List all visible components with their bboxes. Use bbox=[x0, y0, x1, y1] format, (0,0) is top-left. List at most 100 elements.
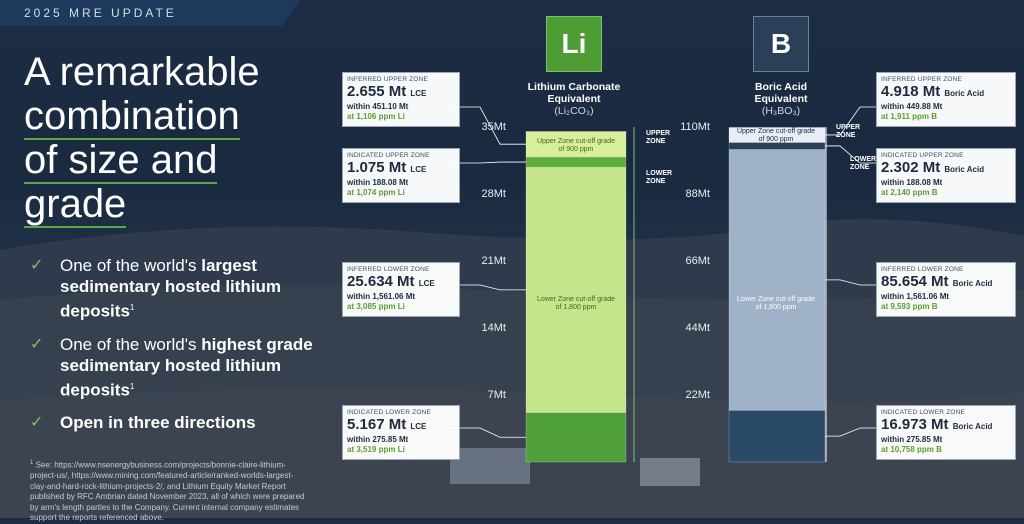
callout-within: within 188.08 Mt bbox=[347, 178, 409, 187]
callout-grade: at 10,758 ppm B bbox=[881, 445, 942, 454]
b-upper-zone-label: UPPER ZONE bbox=[836, 124, 861, 139]
b-y-tick: 44Mt bbox=[685, 322, 710, 334]
callout-grade: at 3,085 ppm Li bbox=[347, 302, 405, 311]
callout-grade: at 1,106 ppm Li bbox=[347, 112, 405, 121]
footnote-text: See: https://www.nsenergybusiness.com/pr… bbox=[30, 460, 305, 523]
callout-grade: at 1,911 ppm B bbox=[881, 112, 938, 121]
page-title: A remarkable combination of size and gra… bbox=[24, 50, 324, 228]
callout-value: 2.302 Mt bbox=[881, 159, 941, 176]
title-line-1: A remarkable bbox=[24, 50, 260, 94]
callout-value: 5.167 Mt bbox=[347, 416, 407, 433]
callout-within: within 451.10 Mt bbox=[347, 102, 409, 111]
callout-value: 85.654 Mt bbox=[881, 273, 949, 290]
b-upper-cutoff: Upper Zone cut-off grade of 900 ppm bbox=[736, 128, 816, 143]
b-callout-inferred-lower: INFERRED LOWER ZONE 85.654 Mt Boric Acid… bbox=[876, 262, 1016, 317]
footnote-ref: 1 bbox=[129, 381, 135, 391]
li-y-tick: 21Mt bbox=[481, 255, 506, 267]
callout-value: 16.973 Mt bbox=[881, 416, 949, 433]
callout-title: INFERRED UPPER ZONE bbox=[347, 76, 429, 83]
callout-within: within 1,561.06 Mt bbox=[881, 292, 950, 301]
li-y-tick: 35Mt bbox=[481, 121, 506, 133]
callout-grade: at 3,519 ppm Li bbox=[347, 445, 405, 454]
li-callout-inferred-lower: INFERRED LOWER ZONE 25.634 Mt LCE within… bbox=[342, 262, 460, 317]
b-chart-title: Boric Acid Equivalent (H₃BO₃) bbox=[738, 81, 824, 117]
bullet-text: One of the world's bbox=[60, 256, 202, 275]
callout-unit: Boric Acid bbox=[944, 165, 985, 174]
b-lower-zone-label: LOWER ZONE bbox=[850, 156, 877, 171]
callout-within: within 449.88 Mt bbox=[881, 102, 943, 111]
callout-title: INDICATED UPPER ZONE bbox=[347, 152, 430, 159]
callout-unit: LCE bbox=[410, 89, 427, 98]
callout-value: 25.634 Mt bbox=[347, 273, 415, 290]
li-y-tick: 14Mt bbox=[481, 322, 506, 334]
b-subtitle: (H₃BO₃) bbox=[761, 105, 801, 117]
bullet-item: ✓ One of the world's largest sedimentary… bbox=[30, 255, 320, 322]
check-icon: ✓ bbox=[30, 335, 44, 353]
title-line-4: grade bbox=[24, 182, 127, 228]
b-callout-indicated-lower: INDICATED LOWER ZONE 16.973 Mt Boric Aci… bbox=[876, 405, 1016, 460]
footnote: 1 See: https://www.nsenergybusiness.com/… bbox=[30, 458, 310, 524]
header-label: 2025 MRE UPDATE bbox=[24, 6, 177, 20]
li-title-text: Lithium Carbonate Equivalent bbox=[527, 81, 621, 105]
callout-title: INFERRED LOWER ZONE bbox=[881, 266, 964, 273]
callout-value: 4.918 Mt bbox=[881, 83, 941, 100]
footnote-ref: 1 bbox=[129, 303, 135, 312]
title-line-2: combination bbox=[24, 94, 240, 140]
lithium-element-icon: Li bbox=[546, 16, 602, 72]
li-subtitle: (Li₂CO₃) bbox=[554, 105, 594, 117]
b-lower-cutoff: Lower Zone cut-off grade of 1,800 ppm bbox=[736, 296, 816, 311]
bullet-list: ✓ One of the world's largest sedimentary… bbox=[30, 255, 320, 445]
callout-unit: LCE bbox=[418, 279, 435, 288]
li-y-tick: 28Mt bbox=[481, 188, 506, 200]
callout-within: within 275.85 Mt bbox=[881, 435, 943, 444]
callout-title: INDICATED LOWER ZONE bbox=[347, 409, 432, 416]
li-lower-cutoff: Lower Zone cut-off grade of 1,800 ppm bbox=[536, 296, 616, 311]
b-y-tick: 110Mt bbox=[680, 121, 710, 133]
callout-within: within 188.08 Mt bbox=[881, 178, 943, 187]
li-callout-indicated-upper: INDICATED UPPER ZONE 1.075 Mt LCE within… bbox=[342, 148, 460, 203]
footnote-number: 1 bbox=[30, 460, 34, 466]
bullet-item: ✓ One of the world's highest grade sedim… bbox=[30, 334, 320, 401]
li-upper-cutoff: Upper Zone cut-off grade of 900 ppm bbox=[536, 138, 616, 153]
bullet-bold: highest bbox=[201, 334, 262, 354]
li-upper-zone-label: UPPER ZONE bbox=[646, 130, 671, 145]
check-icon: ✓ bbox=[30, 414, 44, 432]
callout-value: 1.075 Mt bbox=[347, 159, 407, 176]
li-y-tick: 7Mt bbox=[487, 389, 506, 401]
li-callout-inferred-upper: INFERRED UPPER ZONE 2.655 Mt LCE within … bbox=[342, 72, 460, 127]
li-callout-indicated-lower: INDICATED LOWER ZONE 5.167 Mt LCE within… bbox=[342, 405, 460, 460]
li-lower-zone-label: LOWER ZONE bbox=[646, 170, 673, 185]
b-y-tick: 22Mt bbox=[685, 389, 710, 401]
bullet-text-bold: sedimentary hosted lithium deposits bbox=[60, 277, 282, 321]
callout-within: within 1,561.06 Mt bbox=[347, 292, 416, 301]
callout-title: INFERRED UPPER ZONE bbox=[881, 76, 963, 83]
bullet-text-bold: grade sedimentary hosted lithium deposit… bbox=[60, 334, 313, 400]
bullet-text: One of the world's bbox=[60, 334, 202, 354]
callout-value: 2.655 Mt bbox=[347, 83, 407, 100]
callout-unit: Boric Acid bbox=[952, 422, 993, 431]
callout-unit: Boric Acid bbox=[944, 89, 985, 98]
callout-grade: at 2,140 ppm B bbox=[881, 188, 938, 197]
section-header: 2025 MRE UPDATE bbox=[0, 0, 300, 26]
callout-grade: at 1,074 ppm Li bbox=[347, 188, 405, 197]
b-callout-inferred-upper: INFERRED UPPER ZONE 4.918 Mt Boric Acid … bbox=[876, 72, 1016, 127]
callout-within: within 275.85 Mt bbox=[347, 435, 409, 444]
callout-title: INDICATED UPPER ZONE bbox=[881, 152, 964, 159]
check-icon: ✓ bbox=[30, 257, 44, 274]
callout-grade: at 9,593 ppm B bbox=[881, 302, 938, 311]
boron-element-icon: B bbox=[753, 16, 809, 72]
bullet-bold: largest bbox=[201, 256, 257, 275]
li-chart-title: Lithium Carbonate Equivalent (Li₂CO₃) bbox=[516, 81, 632, 117]
callout-title: INDICATED LOWER ZONE bbox=[881, 409, 966, 416]
b-title-text: Boric Acid Equivalent bbox=[754, 81, 808, 105]
b-y-tick: 66Mt bbox=[685, 255, 710, 267]
callout-unit: LCE bbox=[410, 165, 427, 174]
callout-unit: LCE bbox=[410, 422, 427, 431]
bullet-bold: Open in three directions bbox=[60, 413, 256, 433]
title-line-3: of size and bbox=[24, 138, 218, 184]
callout-unit: Boric Acid bbox=[952, 279, 993, 288]
b-callout-indicated-upper: INDICATED UPPER ZONE 2.302 Mt Boric Acid… bbox=[876, 148, 1016, 203]
callout-title: INFERRED LOWER ZONE bbox=[347, 266, 430, 273]
bullet-item: ✓ Open in three directions bbox=[30, 412, 320, 433]
b-y-tick: 88Mt bbox=[685, 188, 710, 200]
